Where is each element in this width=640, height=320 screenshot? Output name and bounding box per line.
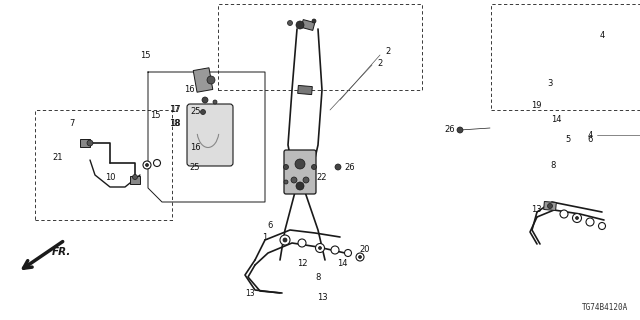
Text: 17: 17 bbox=[170, 106, 180, 115]
Text: 14: 14 bbox=[551, 116, 561, 124]
Circle shape bbox=[319, 246, 321, 250]
Bar bbox=[80, 139, 90, 147]
Circle shape bbox=[356, 253, 364, 261]
Text: 18: 18 bbox=[170, 119, 180, 129]
Circle shape bbox=[145, 164, 148, 166]
Text: 13: 13 bbox=[317, 292, 327, 301]
Text: 21: 21 bbox=[52, 154, 63, 163]
Circle shape bbox=[295, 159, 305, 169]
Circle shape bbox=[296, 21, 304, 29]
Text: 15: 15 bbox=[150, 110, 160, 119]
Text: 7: 7 bbox=[69, 119, 75, 129]
Text: 26: 26 bbox=[345, 163, 355, 172]
FancyBboxPatch shape bbox=[284, 150, 316, 194]
Text: 17: 17 bbox=[169, 106, 179, 115]
Text: 25: 25 bbox=[189, 163, 200, 172]
Text: 20: 20 bbox=[360, 245, 371, 254]
Circle shape bbox=[280, 235, 290, 245]
Bar bbox=[298, 85, 312, 95]
Circle shape bbox=[283, 238, 287, 242]
Text: 13: 13 bbox=[245, 289, 255, 298]
Circle shape bbox=[87, 140, 93, 146]
Text: 4: 4 bbox=[600, 30, 605, 39]
Bar bbox=[130, 176, 140, 184]
Circle shape bbox=[575, 217, 579, 220]
Text: 25: 25 bbox=[191, 108, 201, 116]
Circle shape bbox=[316, 244, 324, 252]
Text: 2: 2 bbox=[385, 47, 390, 57]
Text: FR.: FR. bbox=[52, 247, 72, 257]
Text: 12: 12 bbox=[297, 259, 307, 268]
Text: 18: 18 bbox=[169, 119, 179, 129]
Text: 3: 3 bbox=[547, 79, 553, 89]
Circle shape bbox=[303, 177, 309, 183]
Text: 8: 8 bbox=[316, 273, 321, 282]
Text: 6: 6 bbox=[268, 220, 273, 229]
Circle shape bbox=[284, 180, 288, 184]
Circle shape bbox=[213, 100, 217, 104]
Circle shape bbox=[296, 182, 304, 190]
Circle shape bbox=[132, 174, 138, 180]
Text: 22: 22 bbox=[317, 172, 327, 181]
Circle shape bbox=[457, 127, 463, 133]
Circle shape bbox=[298, 239, 306, 247]
Circle shape bbox=[143, 161, 151, 169]
Circle shape bbox=[560, 210, 568, 218]
Circle shape bbox=[312, 19, 316, 23]
Text: 10: 10 bbox=[105, 172, 115, 181]
Text: 13: 13 bbox=[531, 205, 541, 214]
Text: 6: 6 bbox=[588, 135, 593, 145]
Text: 1: 1 bbox=[262, 234, 268, 243]
Circle shape bbox=[207, 76, 215, 84]
Circle shape bbox=[291, 177, 297, 183]
Text: 16: 16 bbox=[189, 142, 200, 151]
Text: TG74B4120A: TG74B4120A bbox=[582, 303, 628, 312]
Circle shape bbox=[586, 218, 594, 226]
Bar bbox=[193, 68, 212, 92]
Circle shape bbox=[287, 20, 292, 26]
Text: 2: 2 bbox=[378, 59, 383, 68]
Circle shape bbox=[344, 250, 351, 257]
Text: 8: 8 bbox=[550, 161, 556, 170]
Circle shape bbox=[200, 109, 205, 115]
Circle shape bbox=[335, 164, 341, 170]
Circle shape bbox=[154, 159, 161, 166]
Circle shape bbox=[598, 222, 605, 229]
Circle shape bbox=[547, 204, 552, 209]
Bar bbox=[301, 20, 315, 30]
Text: 14: 14 bbox=[337, 259, 348, 268]
FancyBboxPatch shape bbox=[187, 104, 233, 166]
Text: 16: 16 bbox=[184, 85, 195, 94]
Text: 15: 15 bbox=[140, 51, 150, 60]
Circle shape bbox=[331, 246, 339, 254]
Circle shape bbox=[358, 255, 362, 259]
Text: 5: 5 bbox=[565, 135, 571, 145]
Circle shape bbox=[573, 213, 582, 222]
Text: 19: 19 bbox=[531, 100, 541, 109]
Text: 26: 26 bbox=[445, 125, 455, 134]
Circle shape bbox=[284, 164, 289, 170]
Text: 4: 4 bbox=[588, 131, 593, 140]
Circle shape bbox=[312, 164, 317, 170]
Bar bbox=[543, 202, 556, 211]
Circle shape bbox=[202, 97, 208, 103]
